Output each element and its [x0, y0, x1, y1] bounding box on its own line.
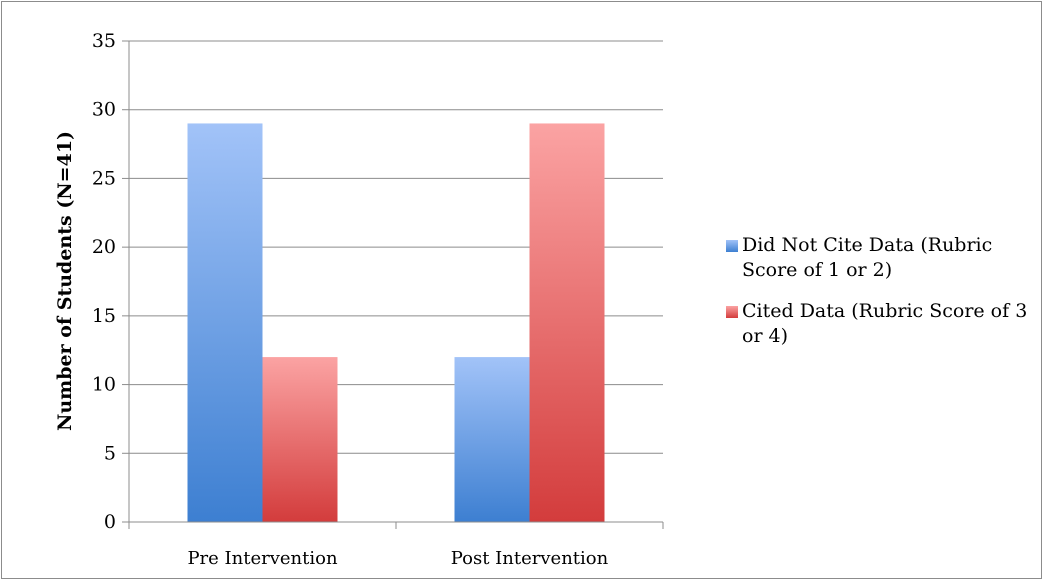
legend-item-did-not-cite: Did Not Cite Data (Rubric Score of 1 or …	[726, 233, 1036, 283]
legend: Did Not Cite Data (Rubric Score of 1 or …	[726, 233, 1036, 365]
x-tick-label: Post Intervention	[451, 548, 609, 569]
y-tick-label: 25	[92, 167, 116, 189]
y-tick-label: 15	[92, 305, 116, 327]
legend-swatch-red	[726, 306, 738, 318]
y-tick-label: 10	[92, 374, 116, 396]
axes: 0 5 10 15 20 25 30 35 Pre Intervention Post Inter…	[92, 30, 664, 569]
legend-item-cited: Cited Data (Rubric Score of 3 or 4)	[726, 299, 1036, 349]
y-tick-label: 0	[104, 511, 116, 533]
legend-swatch-blue	[726, 240, 738, 252]
bar-cited-0	[262, 357, 338, 522]
y-tick-label: 30	[92, 99, 116, 121]
legend-label: Did Not Cite Data (Rubric Score of 1 or …	[742, 234, 993, 281]
y-tick-label: 5	[104, 442, 116, 464]
y-axis-label: Number of Students (N=41)	[54, 131, 76, 431]
legend-label: Cited Data (Rubric Score of 3 or 4)	[742, 300, 1028, 347]
bar-did-not-cite-0	[187, 123, 263, 522]
bars	[187, 123, 605, 522]
x-tick-label: Pre Intervention	[187, 548, 338, 569]
bar-cited-1	[529, 123, 605, 522]
y-tick-label: 20	[92, 236, 116, 258]
y-tick-label: 35	[92, 30, 116, 52]
bar-did-not-cite-1	[454, 357, 530, 522]
